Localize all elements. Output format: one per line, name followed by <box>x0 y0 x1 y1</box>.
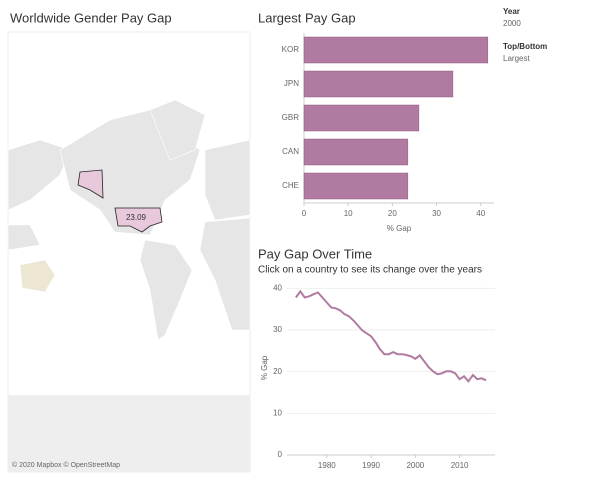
filter-value[interactable]: Largest <box>503 54 530 63</box>
x-axis-title: % Gap <box>387 224 412 233</box>
y-tick-label: CHE <box>282 181 299 190</box>
map-bottom <box>8 395 250 472</box>
x-tick-label: 30 <box>432 209 441 218</box>
x-tick-label: 0 <box>302 209 307 218</box>
x-tick-label: 1980 <box>318 461 336 470</box>
land <box>19 259 56 293</box>
map-title: Worldwide Gender Pay Gap <box>10 10 172 25</box>
x-tick-label: 40 <box>476 209 485 218</box>
bar <box>303 138 409 166</box>
bar <box>303 172 409 200</box>
bar <box>303 70 454 98</box>
y-tick-label: CAN <box>282 147 299 156</box>
filter-label: Year <box>503 7 520 16</box>
map-attribution: © 2020 Mapbox © OpenStreetMap <box>12 461 120 469</box>
filter-label: Top/Bottom <box>503 42 547 51</box>
y-axis-title: % Gap <box>260 355 269 380</box>
map-label: 23.09 <box>126 213 147 222</box>
filter-value[interactable]: 2000 <box>503 19 521 28</box>
x-tick-label: 1990 <box>362 461 380 470</box>
x-tick-label: 2000 <box>406 461 424 470</box>
y-tick-label: 10 <box>273 408 282 417</box>
map[interactable] <box>7 31 251 473</box>
land <box>7 224 41 251</box>
bar <box>303 104 420 132</box>
y-tick-label: 30 <box>273 325 282 334</box>
x-tick-label: 2010 <box>451 461 469 470</box>
y-tick-label: GBR <box>282 113 300 122</box>
y-tick-label: 20 <box>273 367 282 376</box>
bar <box>303 36 489 64</box>
line-subtitle: Click on a country to see its change ove… <box>258 265 482 276</box>
y-tick-label: KOR <box>282 45 300 54</box>
land <box>204 139 251 221</box>
alaska <box>77 169 104 199</box>
x-tick-label: 10 <box>344 209 353 218</box>
y-tick-label: 40 <box>273 283 282 292</box>
country <box>114 207 163 233</box>
y-tick-label: JPN <box>284 79 299 88</box>
land <box>149 99 206 161</box>
land <box>7 139 71 211</box>
line-title: Pay Gap Over Time <box>258 246 372 261</box>
x-tick-label: 20 <box>388 209 397 218</box>
bar-title: Largest Pay Gap <box>258 10 356 25</box>
y-tick-label: 0 <box>278 450 283 459</box>
land <box>139 239 193 341</box>
line <box>295 289 487 383</box>
land <box>199 217 251 331</box>
